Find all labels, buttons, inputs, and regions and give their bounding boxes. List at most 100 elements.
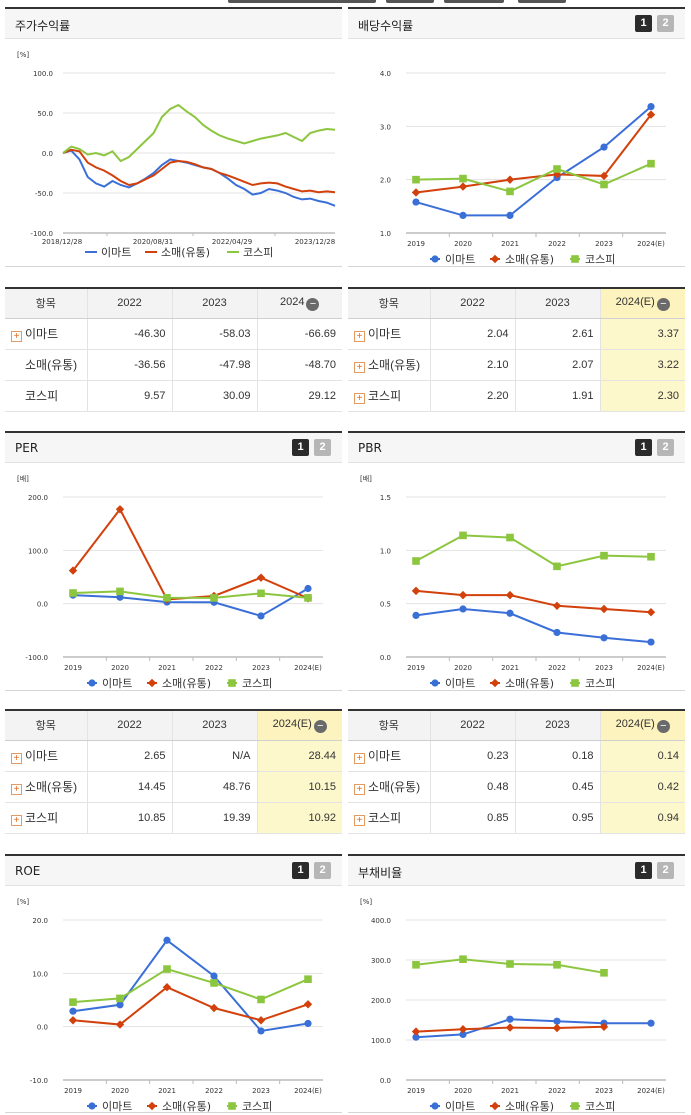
- data-point: [209, 1003, 219, 1013]
- legend-label: 소매(유통): [505, 253, 554, 266]
- table-cell: 28.44: [256, 740, 342, 772]
- collapse-minus-icon[interactable]: −: [313, 719, 327, 733]
- row-label: + 소매(유통): [348, 771, 430, 803]
- column-header-year: 2022: [429, 709, 515, 741]
- page-2-button[interactable]: 2: [314, 439, 331, 456]
- page-2-button[interactable]: 2: [657, 15, 674, 32]
- table-cell: 2.30: [599, 380, 685, 412]
- x-tick-label: 2020: [111, 1087, 129, 1095]
- table-cell: 14.45: [86, 771, 172, 803]
- data-point: [600, 634, 608, 642]
- legend-marker: [147, 1101, 157, 1111]
- data-point: [458, 182, 468, 191]
- table-row: + 이마트 -46.30 -58.03 -66.69: [5, 318, 342, 350]
- page-1-button[interactable]: 1: [292, 862, 309, 879]
- panel-title: PBR: [358, 441, 382, 455]
- data-point: [210, 594, 218, 602]
- data-point: [163, 936, 171, 944]
- panel-title: 주가수익률: [15, 19, 71, 33]
- x-tick-label: 2020/08/31: [133, 238, 173, 246]
- data-point: [411, 1027, 421, 1036]
- data-point: [412, 961, 420, 969]
- data-point: [553, 628, 561, 637]
- legend-marker: [147, 678, 157, 688]
- page-1-button[interactable]: 1: [292, 439, 309, 456]
- y-tick-label: 0.0: [37, 1024, 48, 1032]
- legend-label: 소매(유통): [505, 677, 554, 690]
- legend-label: 코스피: [243, 246, 273, 259]
- y-tick-label: 400.0: [371, 917, 391, 925]
- legend-marker: [88, 679, 96, 687]
- data-point: [116, 1001, 124, 1009]
- page-1-button[interactable]: 1: [635, 439, 652, 456]
- page-2-button[interactable]: 2: [657, 862, 674, 879]
- expand-plus-icon[interactable]: +: [354, 815, 365, 826]
- dividend-chart: 4.0 3.0 2.0 1.0 2019 2020 2021 2022 2023 2024(E) 이…: [380, 70, 666, 266]
- legend-label: 코스피: [585, 253, 615, 266]
- y-unit-label: [배]: [17, 474, 29, 483]
- data-point: [505, 175, 515, 184]
- table-cell: 0.18: [514, 740, 600, 772]
- data-point: [599, 1022, 609, 1031]
- column-header-year: 2022: [86, 287, 172, 319]
- data-point: [115, 1020, 125, 1029]
- data-point: [600, 551, 608, 560]
- column-header-year: 2022: [429, 287, 515, 319]
- data-point: [163, 965, 171, 973]
- y-tick-label: 10.0: [32, 970, 48, 978]
- page-2-button[interactable]: 2: [314, 862, 331, 879]
- series-line: [72, 938, 309, 1033]
- data-point: [69, 998, 77, 1006]
- data-point: [647, 1019, 655, 1027]
- data-point: [256, 573, 266, 582]
- table-cell: -66.69: [256, 318, 342, 350]
- x-tick-label: 2022: [205, 664, 223, 672]
- expand-plus-icon[interactable]: +: [354, 753, 365, 764]
- collapse-minus-icon[interactable]: −: [306, 297, 320, 311]
- page-1-button[interactable]: 1: [635, 862, 652, 879]
- column-header-year: 2024(E) −: [256, 709, 342, 741]
- data-point: [411, 188, 421, 197]
- top-tab-remnants: [0, 0, 691, 6]
- x-tick-label: 2019: [407, 1087, 425, 1095]
- expand-plus-icon[interactable]: +: [354, 393, 365, 404]
- data-point: [506, 1015, 514, 1023]
- table-cell: -58.03: [171, 318, 257, 350]
- page-2-button[interactable]: 2: [657, 439, 674, 456]
- pbr-panel: PBR 1 2 [배] 1.5 1.0 0.5 0.0 2019 2020 2021 2022 2…: [348, 431, 685, 691]
- expand-plus-icon[interactable]: +: [11, 784, 22, 795]
- column-header-year: 2024(E) −: [599, 287, 685, 319]
- expand-plus-icon[interactable]: +: [11, 815, 22, 826]
- legend-label: 이마트: [445, 1100, 475, 1113]
- expand-plus-icon[interactable]: +: [11, 753, 22, 764]
- y-tick-label: 300.0: [371, 957, 391, 965]
- data-point: [412, 611, 420, 619]
- y-tick-label: 1.0: [380, 547, 391, 555]
- price-return-panel: 주가수익률 [%] 100.0 50.0 0.0 -50.0 -100.0 2018/12/…: [5, 7, 342, 267]
- table-cell: 0.23: [429, 740, 515, 772]
- page-1-button[interactable]: 1: [635, 15, 652, 32]
- series-line: [415, 1018, 651, 1039]
- expand-plus-icon[interactable]: +: [354, 362, 365, 373]
- column-header-year: 2023: [171, 709, 257, 741]
- legend-label: 소매(유통): [161, 246, 210, 259]
- row-label: + 코스피: [348, 802, 430, 834]
- table-cell: 0.94: [599, 802, 685, 834]
- table-cell: -46.30: [86, 318, 172, 350]
- y-tick-label: 4.0: [380, 70, 391, 78]
- data-point: [506, 533, 514, 542]
- y-unit-label: [%]: [360, 898, 372, 906]
- collapse-minus-icon[interactable]: −: [656, 297, 670, 311]
- table-row: + 이마트 0.23 0.18 0.14: [348, 740, 685, 772]
- x-tick-label: 2023: [252, 1087, 270, 1095]
- series-line: [72, 967, 309, 1004]
- collapse-minus-icon[interactable]: −: [656, 719, 670, 733]
- expand-plus-icon[interactable]: +: [354, 331, 365, 342]
- column-header-item: 항목: [348, 709, 430, 741]
- x-tick-label: 2024(E): [294, 664, 322, 672]
- expand-plus-icon[interactable]: +: [11, 331, 22, 342]
- y-tick-label: 0.0: [42, 150, 53, 158]
- expand-plus-icon[interactable]: +: [354, 784, 365, 795]
- table-cell: 2.20: [429, 380, 515, 412]
- legend-marker: [431, 679, 439, 687]
